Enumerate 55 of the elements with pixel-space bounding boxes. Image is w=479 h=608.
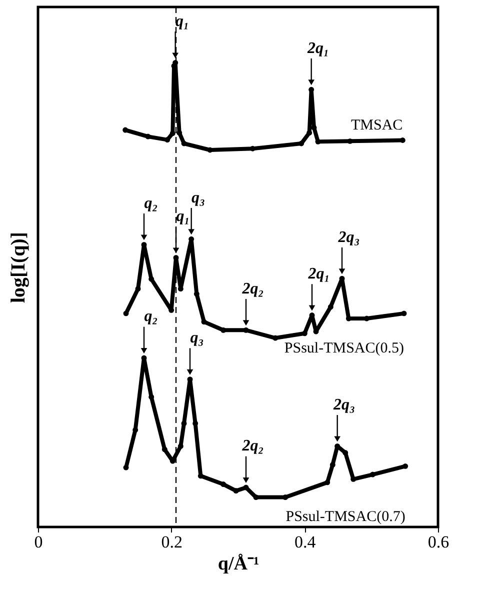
annotation: q₁ [176,12,190,30]
series-label: PSsul-TMSAC(0.7) [286,509,406,526]
point [243,327,249,333]
point [194,291,200,297]
point [306,130,312,136]
point [176,130,182,136]
point [401,310,407,316]
annotation: q₂ [144,308,158,326]
point [148,394,154,400]
point [308,86,314,92]
x-tick-label: 0 [34,532,43,552]
point [148,276,154,282]
y-axis-title: log[I(q)] [8,232,30,304]
point [220,482,226,488]
series-label: TMSAC [350,117,403,134]
annotation: q₃ [190,330,204,347]
point [192,420,198,426]
point [233,488,239,494]
point [298,140,304,146]
annotation: 2q₂ [241,280,264,298]
point [135,286,141,292]
point [330,462,336,468]
point [123,464,129,470]
point [350,476,356,482]
point [324,480,330,486]
point [145,134,151,140]
point [282,494,288,500]
annotation: 2q₁ [307,265,330,282]
point [342,450,348,456]
point [181,140,187,146]
annotation: 2q₂ [241,438,264,455]
x-tick-label: 0.4 [294,532,316,552]
annotation: q₃ [192,189,206,206]
point [243,484,249,490]
point [198,473,204,479]
point [201,319,207,325]
point [370,472,376,478]
series-label: PSsul-TMSAC(0.5) [284,340,404,356]
annotation: q₂ [144,194,158,212]
point [402,463,408,469]
x-tick-label: 0.6 [428,532,450,552]
x-tick-label: 0.2 [161,532,182,552]
annotation: 2q₁ [306,40,330,57]
point [164,137,170,143]
point [162,446,168,452]
point [328,304,334,310]
point [123,310,129,316]
point [132,427,138,433]
point [170,130,176,136]
x-axis-title: q/Å⁻¹ [218,554,260,574]
annotation: 2q₃ [337,228,360,246]
point [181,420,187,426]
point [122,127,128,133]
annotation: 2q₃ [332,396,356,414]
annotation: q₁ [176,208,190,225]
